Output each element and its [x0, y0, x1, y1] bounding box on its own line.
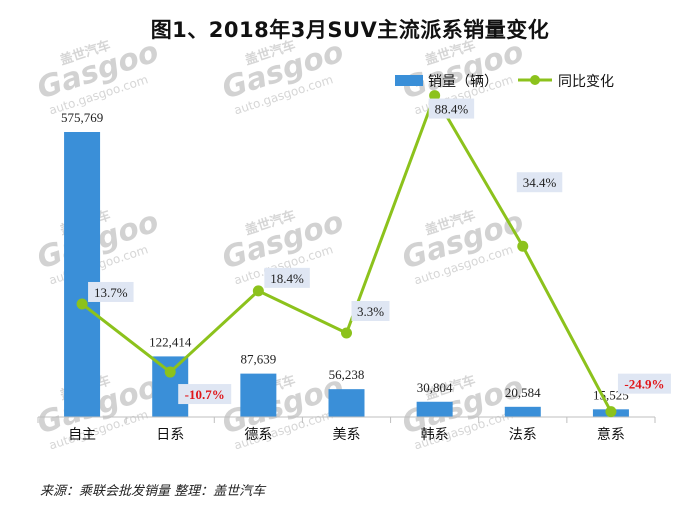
bar-value-label: 30,804 — [417, 380, 453, 395]
line-label-box — [351, 300, 390, 321]
line-series: 13.7% -10.7% 18.4% 3.3% 88.4% 34.4% -24.9% — [76, 90, 671, 418]
line-point — [429, 90, 441, 102]
chart-title: 图1、2018年3月SUV主流派系销量变化 — [150, 18, 550, 42]
bar-value-label: 87,639 — [240, 352, 276, 367]
line-point — [341, 327, 352, 339]
bar-德系 — [240, 373, 277, 417]
bar-法系 — [504, 406, 541, 417]
bar-value-label: 122,414 — [149, 334, 192, 349]
line-value-label: 13.7% — [94, 285, 128, 300]
line-label-box — [178, 384, 232, 405]
bar-value-label: 56,238 — [329, 367, 365, 382]
legend-bar-label: 销量（辆） — [428, 74, 498, 90]
legend-line-label: 同比变化 — [558, 74, 614, 90]
line-label-box — [264, 267, 310, 288]
line-label-box — [617, 373, 671, 394]
line-value-label: 3.3% — [357, 304, 384, 319]
line-label-box — [88, 281, 134, 302]
x-tick-label: 韩系 — [421, 427, 449, 443]
bar-自主 — [64, 132, 101, 417]
bar-美系 — [328, 389, 365, 417]
x-tick-label: 日系 — [156, 427, 184, 443]
x-tick-label: 意系 — [597, 426, 625, 443]
line-path — [81, 94, 613, 413]
line-value-label: -10.7% — [185, 387, 225, 402]
legend-bar-swatch — [395, 75, 423, 86]
line-value-label: 34.4% — [523, 175, 557, 190]
line-point — [252, 285, 264, 297]
line-label-box — [516, 172, 563, 193]
line-point — [605, 406, 617, 418]
line-point — [517, 240, 529, 252]
x-tick-label: 自主 — [68, 427, 96, 443]
x-tick-label: 法系 — [509, 427, 537, 443]
line-value-label: 88.4% — [435, 102, 469, 117]
bar-韩系 — [416, 401, 453, 417]
line-label-box — [428, 98, 475, 119]
line-value-label: -24.9% — [624, 377, 664, 392]
x-tick-label: 德系 — [244, 427, 272, 443]
line-point — [76, 298, 88, 310]
x-axis: 自主 日系 德系 美系 韩系 法系 意系 — [37, 416, 656, 443]
bar-value-label: 20,584 — [505, 385, 541, 400]
source-note: 来源：乘联会批发销量 整理：盖世汽车 — [40, 484, 266, 499]
line-value-label: 18.4% — [270, 271, 304, 286]
x-tick-label: 美系 — [333, 427, 361, 443]
bar-value-label: 575,769 — [61, 110, 103, 125]
legend-line-marker — [530, 75, 540, 85]
line-point — [164, 366, 176, 378]
legend: 销量（辆） 同比变化 — [395, 74, 614, 90]
